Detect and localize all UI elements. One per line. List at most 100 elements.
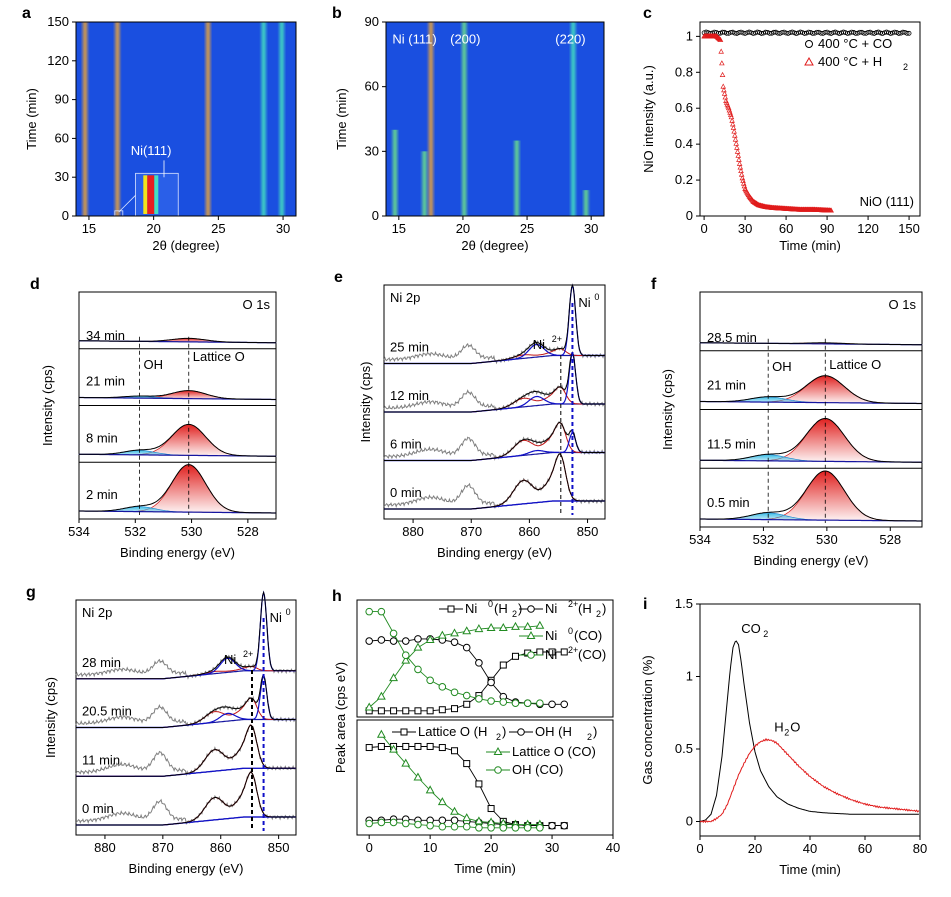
y-axis-title: Intensity (cps) — [358, 362, 373, 443]
legend-c: 400 °C + CO 400 °C + H 2 — [804, 36, 908, 72]
x-tick-label: 30 — [276, 221, 290, 236]
h2-marker — [731, 128, 737, 134]
x-tick-label: 30 — [545, 840, 559, 855]
legend-label: (CO) — [578, 647, 606, 662]
inset-band — [143, 175, 148, 214]
data-point — [389, 673, 399, 682]
co-marker — [896, 31, 902, 36]
h2-marker — [728, 114, 735, 120]
legend-marker — [805, 40, 813, 48]
legend-label: Ni — [545, 601, 557, 616]
x-tick-label: 870 — [152, 840, 174, 855]
ni111-inset: Ni(111) — [114, 143, 179, 217]
heatmap-line — [392, 129, 397, 216]
x-axis-c: 0 30 60 90 120 150 — [700, 216, 920, 236]
data-point — [536, 699, 544, 707]
plot-frame-i — [699, 603, 921, 837]
h2-marker — [721, 90, 728, 96]
data-point — [526, 630, 536, 639]
data-point — [450, 628, 459, 637]
h2-marker — [734, 148, 741, 154]
peak-label-sup: 0 — [594, 292, 599, 302]
data-point — [462, 691, 471, 700]
spectrum-row: 8 min — [78, 423, 277, 463]
data-point — [463, 700, 471, 708]
y-axis-c: 0 0.2 0.4 0.6 0.8 1 — [675, 28, 700, 223]
data-point — [462, 822, 471, 831]
data-point — [401, 758, 411, 767]
data-point — [450, 822, 459, 831]
data-point — [437, 630, 447, 639]
envelope-line — [79, 464, 276, 514]
plot-frame-b — [385, 21, 605, 217]
h2-marker — [733, 140, 740, 146]
data-point — [365, 607, 373, 616]
y-tick-label: 0 — [372, 208, 379, 223]
data-point — [548, 648, 556, 656]
panel-label: h — [332, 588, 342, 605]
co-marker — [793, 31, 799, 36]
h2-marker — [736, 156, 742, 162]
heatmap-line — [206, 22, 210, 216]
envelope-line — [78, 423, 276, 457]
core-level-tag: O 1s — [243, 297, 271, 312]
x-tick-label: 60 — [779, 221, 793, 236]
plot-frame-h-top — [356, 599, 614, 718]
x-axis-d: 534 532 530 528 — [68, 519, 259, 539]
legend-h-top: Ni0 (H2)Ni2+ (H2)Ni0 (CO)Ni2+ (CO) — [439, 599, 606, 662]
y-tick-label: 0 — [62, 208, 69, 223]
data-point — [450, 688, 459, 697]
series-label-sub: 2 — [784, 728, 789, 738]
data-point — [365, 637, 373, 645]
annotation-label: Ni(111) — [131, 143, 172, 158]
series-h2 — [701, 33, 834, 213]
co-marker — [845, 31, 850, 36]
x-tick-label: 880 — [94, 840, 116, 855]
y-tick-label: 30 — [55, 169, 69, 184]
data-point — [536, 648, 544, 656]
co-marker — [798, 29, 803, 35]
legend-label: Ni — [545, 628, 557, 643]
data-point — [523, 621, 533, 630]
row-time-label: 12 min — [390, 388, 429, 403]
h2-marker — [720, 83, 727, 89]
row-time-label: 28.5 min — [707, 330, 757, 345]
h2-marker — [717, 36, 724, 42]
co-marker — [836, 31, 842, 36]
envelope-line — [76, 771, 296, 826]
envelope-line — [700, 375, 922, 404]
data-point — [401, 819, 410, 828]
legend-sup: 2+ — [568, 599, 578, 609]
data-point — [475, 823, 483, 832]
heatmap-line — [571, 22, 576, 216]
data-point — [535, 620, 545, 629]
x-tick-label: 60 — [858, 841, 872, 856]
row-time-label: 2 min — [86, 487, 118, 502]
x-axis-i: 0 20 40 60 80 — [696, 836, 927, 856]
annotation-label: (200) — [450, 32, 480, 47]
plot-frame-h-bottom — [356, 719, 614, 836]
co-marker — [849, 29, 855, 35]
envelope-line — [384, 422, 605, 461]
row-time-label: 0 min — [390, 485, 422, 500]
data-point — [450, 806, 459, 815]
series-ni2_co — [365, 607, 544, 707]
legend-sup: 2+ — [568, 645, 578, 655]
legend-label: (H — [494, 601, 508, 616]
data-point — [401, 651, 410, 660]
data-point — [560, 700, 569, 709]
co-marker — [802, 31, 807, 36]
legend-sub: 2 — [596, 609, 601, 619]
annotation-label: (220) — [555, 32, 585, 47]
data-point — [413, 642, 423, 651]
data-point — [438, 744, 446, 752]
legend-label: ) — [602, 601, 606, 616]
legend-label: (CO) — [574, 628, 602, 643]
panel-label: b — [332, 5, 342, 22]
data-point — [414, 742, 422, 750]
data-point — [414, 635, 422, 643]
heatmap-background — [386, 22, 604, 216]
co-marker — [904, 30, 910, 36]
legend-h-bottom: Lattice O (H 2) OH (H 2) Lattice O (CO) OH (C… — [392, 724, 597, 777]
x-tick-label: 870 — [460, 524, 482, 539]
